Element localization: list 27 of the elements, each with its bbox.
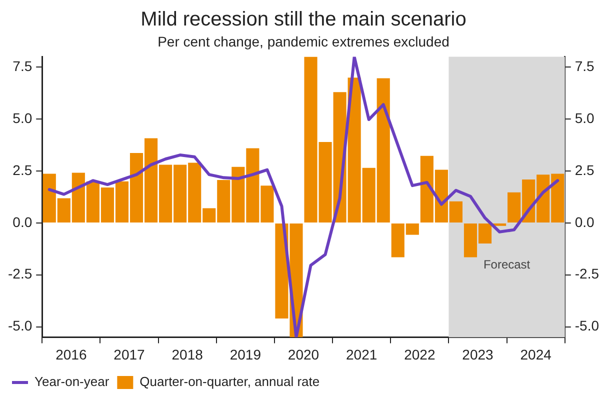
y2-tick-label: 2.5 <box>574 162 595 178</box>
x-tick-label: 2021 <box>346 346 378 362</box>
y2-tick-label: 5.0 <box>574 110 595 126</box>
y2-tick-label: -2.5 <box>574 266 600 282</box>
x-tick-label: 2024 <box>520 346 552 362</box>
y-tick-label: 7.5 <box>12 58 32 74</box>
x-tick-label: 2016 <box>56 346 87 362</box>
chart-title: Mild recession still the main scenario <box>140 8 466 31</box>
legend-label: Quarter-on-quarter, annual rate <box>140 374 320 390</box>
y-tick-label: 2.5 <box>12 162 32 178</box>
y-tick-label: -5.0 <box>8 318 32 334</box>
y2-tick-label: 7.5 <box>574 58 595 74</box>
x-tick-label: 2022 <box>404 346 436 362</box>
x-tick-label: 2020 <box>288 346 320 362</box>
x-tick-label: 2017 <box>114 346 146 362</box>
x-tick-label: 2018 <box>172 346 204 362</box>
x-tick-label: 2023 <box>462 346 494 362</box>
x-tick-label: 2019 <box>230 346 262 362</box>
y-tick-label: 5.0 <box>12 110 32 126</box>
bar <box>493 223 506 226</box>
y2-tick-label: -5.0 <box>574 318 600 334</box>
band-label: Forecast <box>483 258 531 272</box>
legend-label: Year-on-year <box>34 374 110 390</box>
y-tick-label: 0.0 <box>12 214 32 230</box>
chart-subtitle: Per cent change, pandemic extremes excluded <box>158 33 450 50</box>
y-tick-label: -2.5 <box>8 266 32 282</box>
y2-tick-label: 0.0 <box>574 214 595 230</box>
